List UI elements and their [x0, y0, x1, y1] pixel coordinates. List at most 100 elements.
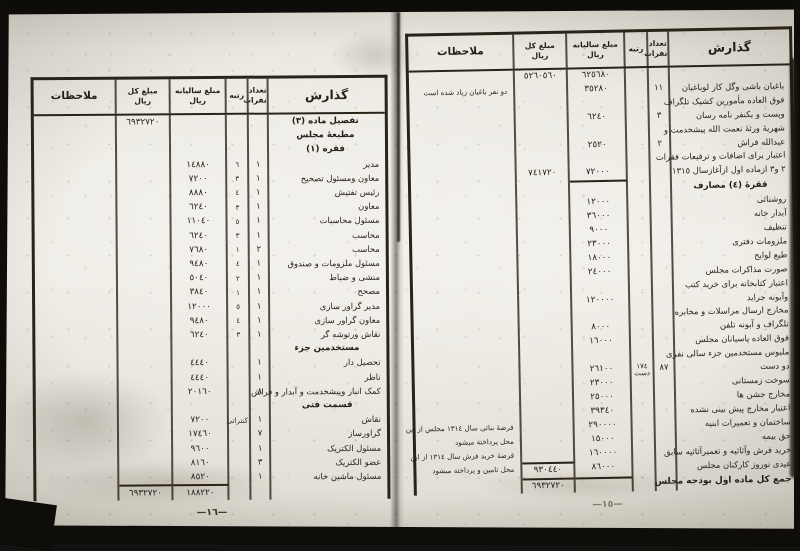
row-total-amount [119, 441, 174, 457]
scanned-book-spread: { "columns": { "description": "گذارش", "… [2, 0, 800, 539]
row-remark [36, 484, 120, 502]
row-remark [35, 300, 119, 316]
row-total-amount [119, 470, 174, 485]
row-total-amount [516, 139, 570, 155]
row-remark [34, 271, 118, 287]
row-total-amount [118, 342, 173, 358]
row-remark [35, 371, 119, 387]
row-description: منشی و ضباط [329, 272, 380, 283]
table-body: تفصیل ماده (٣) ٦٩٣٢٧٢٠ مطبعهٔ مجلس فقره … [33, 114, 388, 502]
book-spine-shadow [390, 6, 404, 532]
row-remark [35, 357, 119, 372]
row-total-amount [519, 335, 574, 351]
row-remark [34, 229, 118, 245]
row-rank [229, 455, 252, 470]
row-annual-amount [571, 279, 631, 295]
row-description: مدیر گراور سازی [319, 300, 381, 311]
scanned-page-left: گذارش تعداد نفرات رتبه مبلغ سالیانه ریال م… [30, 74, 391, 519]
row-count: ١ [249, 228, 270, 243]
row-rank [226, 128, 249, 144]
budget-table: گذارش تعداد نفرات رتبه مبلغ سالیانه ریال م… [30, 74, 391, 502]
row-count [248, 142, 270, 158]
row-rank [632, 431, 656, 447]
row-rank [226, 143, 250, 158]
row-annual-amount: ١٨٨٢٢٠ [173, 484, 230, 501]
row-rank [632, 404, 656, 419]
row-total-amount [118, 370, 173, 386]
column-header-remarks: ملاحظات [33, 79, 117, 115]
row-count: ٨ [250, 384, 271, 399]
row-rank [229, 469, 252, 485]
row-total-amount [520, 363, 574, 379]
row-rank [633, 459, 657, 476]
row-annual-amount: ١٦٠٠٠ [572, 334, 632, 350]
row-annual-amount: ٢٦١٠٠ [573, 362, 632, 378]
row-remark [35, 342, 119, 358]
row-description: مسئول ماشین خانه [313, 470, 382, 482]
row-count [651, 208, 673, 223]
row-rank [626, 123, 651, 139]
row-total-amount [119, 456, 174, 471]
row-annual-amount: ٩٤٨٠ [172, 313, 229, 329]
row-rank [625, 68, 650, 83]
row-annual-amount: ٨٠٠٠ [572, 320, 631, 336]
row-rank [628, 195, 652, 210]
row-remark [34, 200, 118, 216]
row-annual-amount [170, 129, 227, 144]
column-header-total-amount: مبلغ کل ریال [514, 33, 568, 69]
row-annual-amount: ٥٠٤٠ [171, 271, 228, 286]
row-total-amount [518, 266, 572, 282]
row-remark [34, 158, 118, 174]
row-total-amount: ٧٤١٧٢٠ [516, 166, 570, 184]
column-header-total-amount: مبلغ کل ریال [116, 79, 171, 114]
row-rank: ٣ [227, 199, 250, 215]
row-annual-amount: ٣٨٤٠ [171, 285, 229, 300]
row-remark [35, 428, 120, 443]
row-rank [632, 445, 657, 461]
row-remark [33, 129, 117, 145]
row-annual-amount [172, 398, 229, 414]
row-annual-amount: ٦٢٥٦٨٠ [567, 68, 627, 84]
table-body: ٦٢٥٦٨٠ ٥٢٦٠٥٦٠ باغبان باشی وگل کار لوباغ… [402, 65, 798, 497]
row-remark [34, 186, 118, 202]
row-total-amount [519, 294, 573, 309]
row-count [251, 483, 272, 501]
row-rank: ٣ [227, 228, 250, 243]
row-annual-amount: ١٢٠٠٠٠ [572, 292, 631, 308]
row-count: ١ [249, 185, 270, 200]
row-rank: ٤ [227, 185, 250, 201]
row-description: مستخدمین جزء [294, 343, 360, 354]
row-count [650, 151, 672, 166]
row-remark [34, 257, 118, 273]
row-remark [34, 243, 118, 259]
row-annual-amount: ١٧٤٦٠ [172, 427, 230, 442]
row-annual-amount: ٣٥٢٨٠ [568, 82, 627, 98]
row-count [656, 459, 678, 476]
row-count: ٢ [249, 242, 270, 257]
row-total-amount [117, 228, 172, 244]
row-total-amount [518, 252, 572, 268]
row-rank [630, 292, 654, 307]
row-remark [34, 172, 118, 188]
column-header-description: گذارش [707, 38, 752, 55]
row-annual-amount: ٩٠٠٠ [570, 223, 629, 239]
row-count [653, 292, 675, 307]
row-annual-amount: ٢٣٠٠٠ [573, 376, 632, 392]
row-count [651, 194, 673, 210]
row-annual-amount: ١٨٠٠٠ [571, 251, 630, 267]
row-annual-amount: ٢٥٠٠٠ [573, 390, 633, 406]
row-remark [35, 314, 119, 330]
row-rank: ٥ [227, 214, 250, 229]
row-rank: ٢ [227, 270, 250, 286]
row-total-amount [520, 391, 575, 407]
row-rank [228, 384, 251, 399]
row-rank: ٤ [227, 256, 250, 272]
row-description: گراورساز [348, 428, 382, 439]
scan-edge-right [794, 0, 800, 539]
row-total-amount [118, 399, 173, 414]
row-total-amount [118, 413, 173, 429]
row-annual-amount: ٢٩٠٠٠٠ [574, 418, 633, 434]
row-rank: ٦ [227, 157, 250, 172]
row-count [649, 95, 671, 110]
scan-edge-bottom [0, 525, 800, 547]
